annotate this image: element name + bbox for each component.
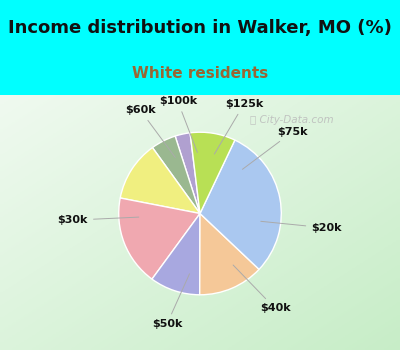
- Wedge shape: [200, 214, 259, 295]
- Text: $30k: $30k: [58, 215, 139, 225]
- Wedge shape: [190, 132, 235, 214]
- Wedge shape: [200, 140, 281, 270]
- Text: ⓘ City-Data.com: ⓘ City-Data.com: [250, 115, 334, 125]
- Wedge shape: [119, 198, 200, 279]
- Text: White residents: White residents: [132, 66, 268, 81]
- Wedge shape: [152, 214, 200, 295]
- Wedge shape: [175, 133, 200, 214]
- Text: $40k: $40k: [233, 265, 290, 314]
- Wedge shape: [120, 148, 200, 214]
- Text: $60k: $60k: [125, 105, 175, 158]
- Text: $75k: $75k: [242, 127, 308, 169]
- Text: Income distribution in Walker, MO (%): Income distribution in Walker, MO (%): [8, 19, 392, 37]
- Wedge shape: [152, 136, 200, 214]
- Text: $125k: $125k: [214, 99, 263, 154]
- Text: $20k: $20k: [261, 221, 342, 233]
- Text: $50k: $50k: [152, 274, 190, 329]
- Text: $100k: $100k: [159, 96, 197, 152]
